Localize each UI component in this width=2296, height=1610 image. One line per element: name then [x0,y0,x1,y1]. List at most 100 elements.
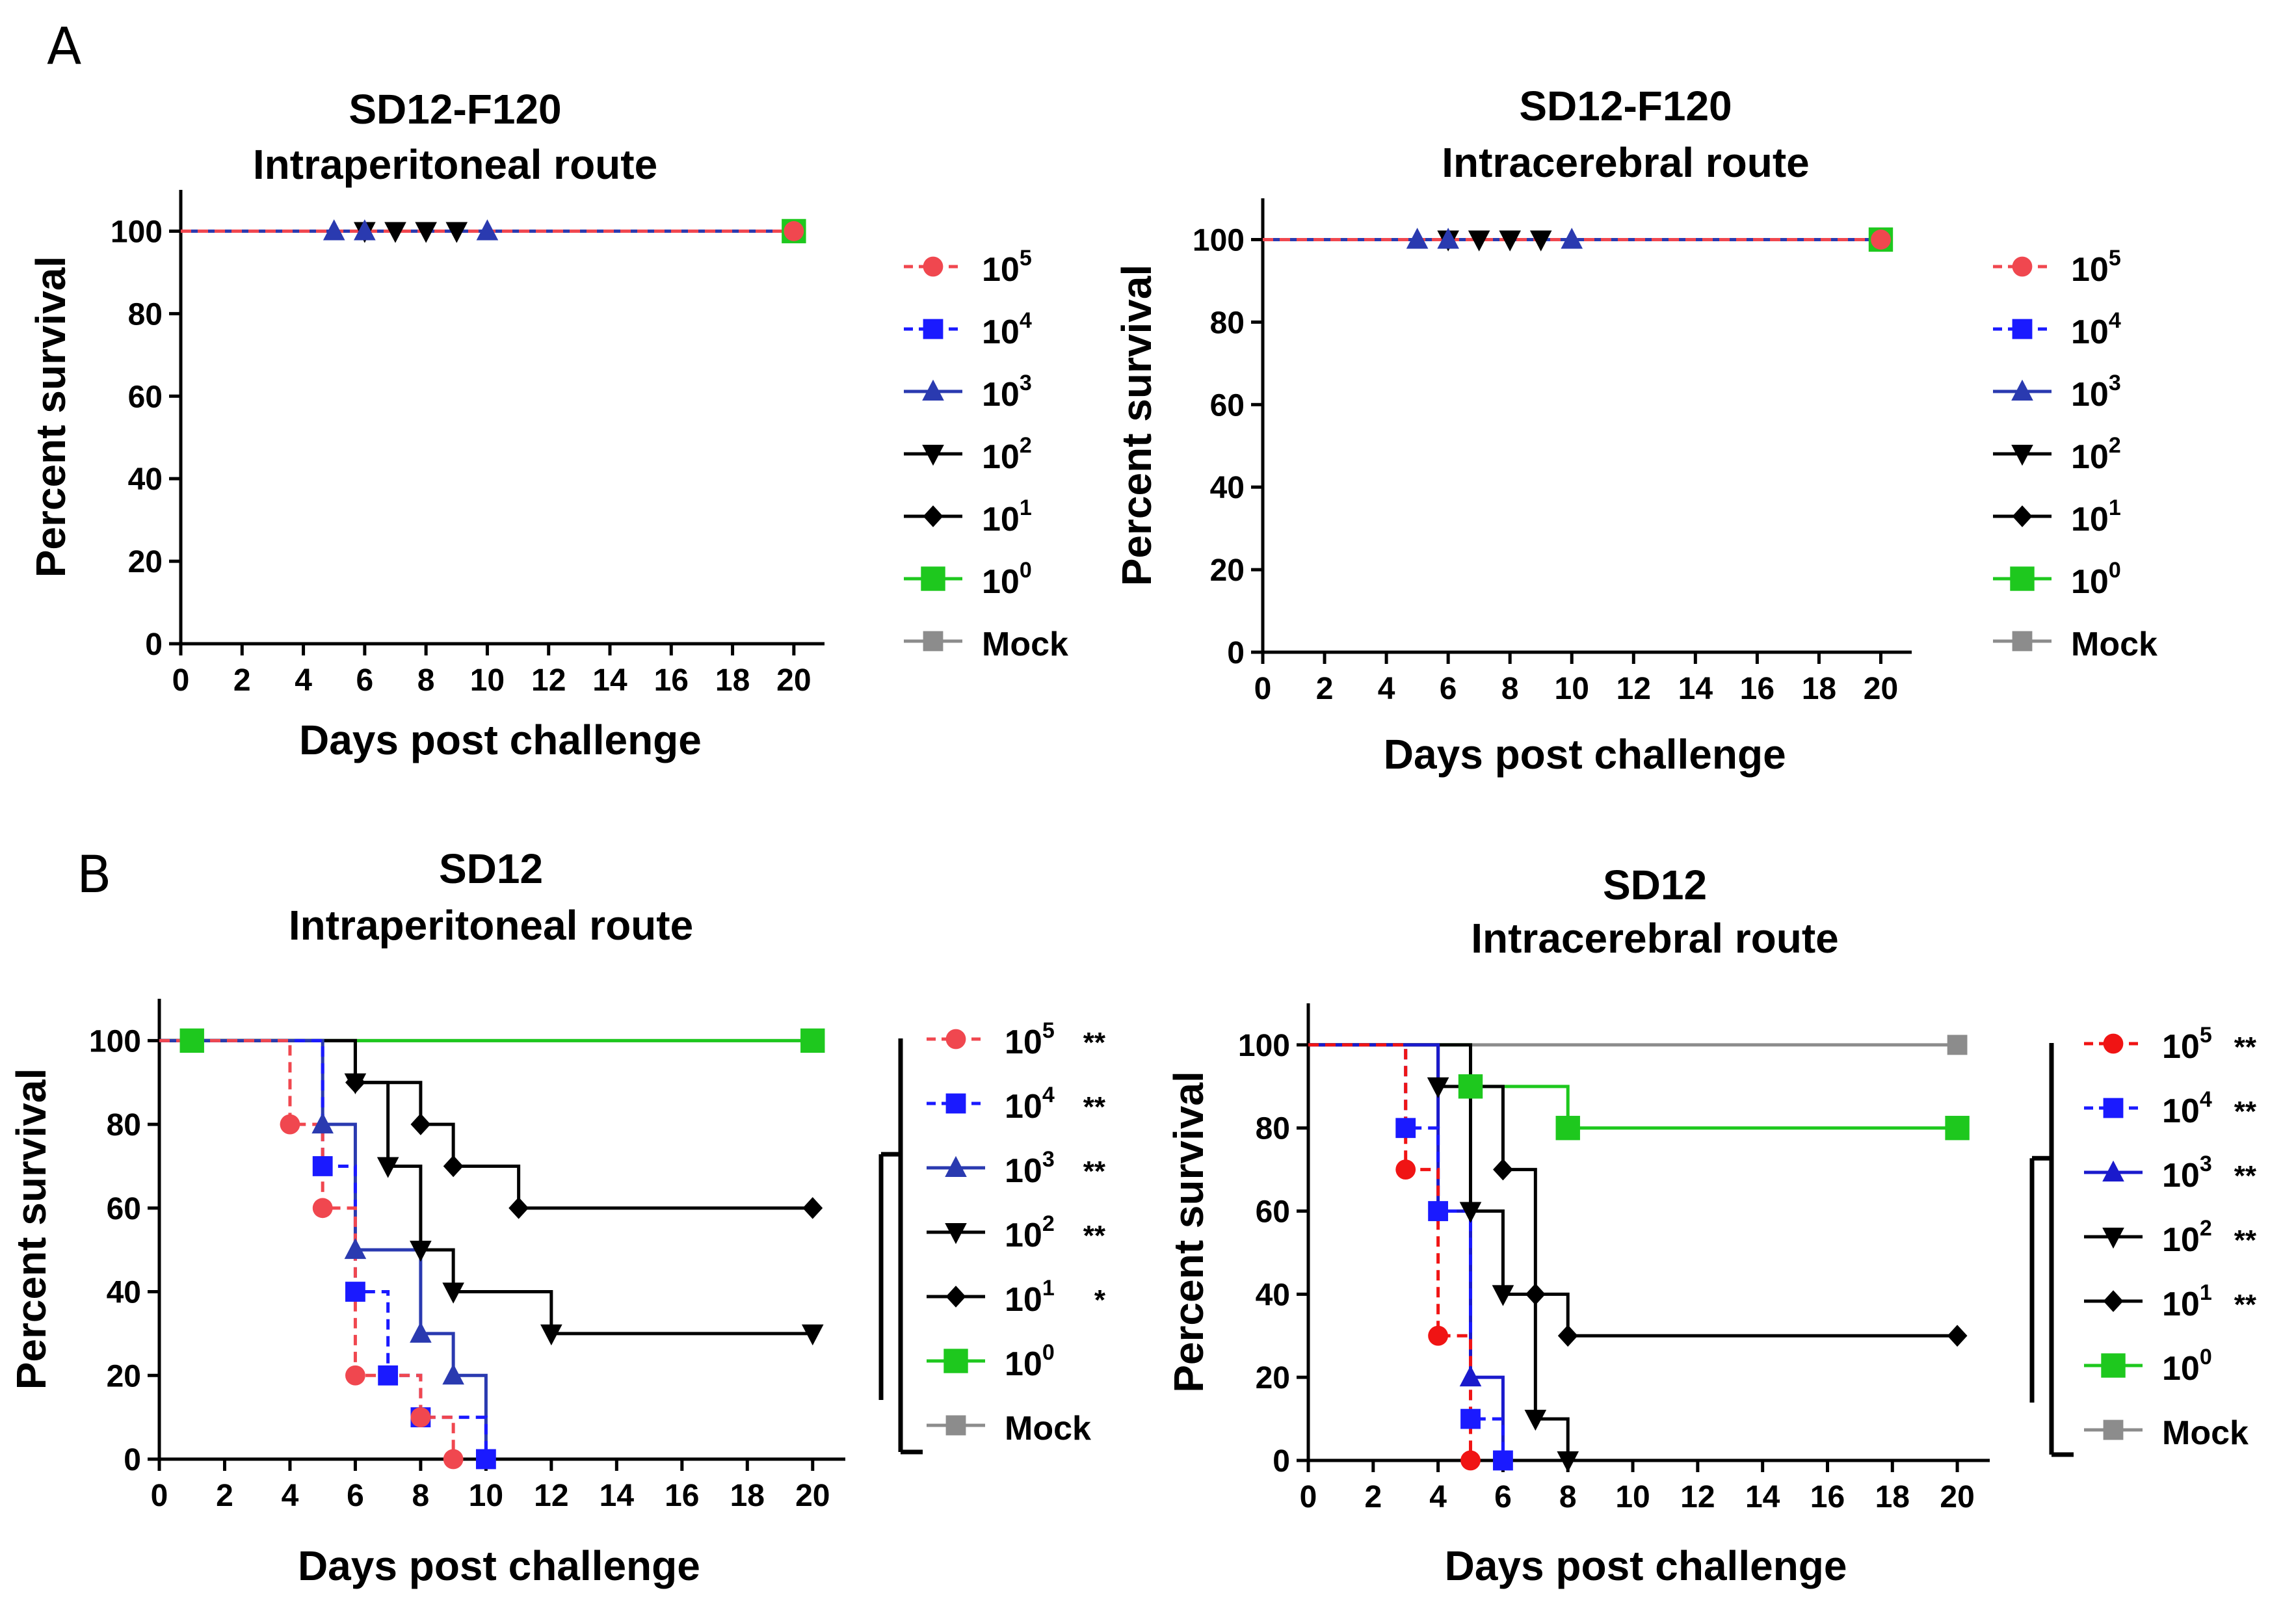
legend-label: 103 [1005,1147,1055,1190]
legend-label: 104 [982,308,1032,351]
x-tick-label: 18 [730,1479,765,1513]
legend-marker [923,256,943,277]
y-tick-label: 80 [1256,1112,1290,1146]
x-tick-label: 8 [1559,1480,1577,1514]
legend-marker [945,1093,966,1114]
y-axis-label: Percent survival [1113,265,1160,587]
data-point-10-5 [784,221,804,241]
data-point-10-2 [1427,1077,1449,1099]
data-point-10-0 [179,1028,204,1053]
x-tick-label: 2 [216,1479,233,1513]
significance-label: ** [1083,1220,1106,1252]
significance-label: ** [1083,1091,1106,1123]
data-point-10-2 [384,222,406,243]
data-point-10-4 [1395,1118,1416,1139]
data-point-10-5 [1395,1159,1416,1180]
data-point-10-4 [378,1365,399,1386]
legend-label: 105 [982,246,1032,289]
legend-marker [2103,1419,2124,1440]
significance-label: ** [1083,1027,1106,1059]
legend-label: 101 [2162,1280,2212,1323]
legend-label: 100 [2162,1345,2212,1388]
legend-marker [2101,1353,2126,1378]
legend-marker [945,1415,966,1436]
x-tick-label: 20 [776,663,811,698]
data-point-10-3 [410,1321,432,1343]
legend-label: 100 [2071,558,2121,601]
series-line-10-5 [159,1038,455,1459]
x-tick-label: 6 [1440,672,1457,706]
data-point-10-3 [344,1237,367,1260]
data-point-10-4 [475,1449,496,1470]
data-point-10-1 [410,1113,431,1135]
legend-label: 102 [1005,1211,1055,1254]
x-tick-label: 4 [1429,1480,1447,1514]
data-point-10-0 [1555,1116,1580,1141]
chart-title: SD12 [439,845,543,892]
data-point-10-2 [344,1073,367,1094]
x-tick-label: 4 [282,1479,299,1513]
data-point-10-1 [1493,1158,1513,1181]
legend-label: 101 [1005,1276,1055,1319]
legend-label: 104 [1005,1083,1055,1126]
y-tick-label: 60 [1256,1195,1290,1230]
data-point-10-5 [410,1407,431,1428]
y-tick-label: 40 [107,1276,141,1310]
legend-label: 103 [982,371,1032,414]
data-point-10-4 [1460,1408,1481,1429]
significance-label: ** [1083,1155,1106,1187]
legend-label: Mock [1005,1410,1091,1447]
legend-label: 103 [2071,371,2121,414]
legend-marker [922,445,944,466]
data-point-10-5 [345,1365,365,1386]
y-axis-label: Percent survival [8,1068,55,1390]
x-tick-label: 20 [795,1479,830,1513]
y-tick-label: 80 [128,297,163,332]
panel-letter-a: A [47,18,81,76]
data-point-10-2 [1459,1202,1482,1223]
legend-marker [2011,379,2033,401]
x-tick-label: 0 [172,663,190,698]
x-tick-label: 10 [1615,1480,1650,1514]
x-tick-label: 18 [715,663,750,698]
legend-marker [923,631,943,652]
data-point-10-4 [1428,1201,1449,1221]
legend-marker [2012,631,2033,652]
data-point-10-3 [1437,228,1459,249]
y-tick-label: 0 [124,1443,141,1477]
x-tick-label: 16 [665,1479,699,1513]
chart-subtitle: Intraperitoneal route [289,902,693,949]
y-tick-label: 100 [111,215,163,249]
data-point-10-1 [802,1197,823,1219]
y-tick-label: 40 [128,462,163,497]
data-point-10-3 [442,1364,464,1385]
legend-marker [2103,1290,2124,1312]
data-point-10-4 [312,1156,333,1176]
x-tick-label: 14 [592,663,627,698]
legend-label: Mock [982,626,1068,663]
y-tick-label: 20 [1256,1361,1290,1395]
significance-label: ** [2234,1160,2257,1192]
data-point-10-5 [1428,1325,1449,1346]
legend-marker [2012,505,2033,527]
comparison-bracket [2049,1043,2074,1457]
data-point-10-5 [1460,1450,1481,1471]
data-point-10-2 [1557,1451,1579,1473]
data-point-10-2 [1524,1410,1547,1431]
legend-label: 105 [2071,246,2121,289]
data-point-10-0 [1945,1116,1970,1141]
data-point-10-2 [415,222,437,243]
legend-marker [2102,1160,2124,1181]
x-tick-label: 12 [534,1479,568,1513]
x-tick-label: 2 [233,663,251,698]
legend-marker [2010,566,2035,591]
legend-label: 101 [982,495,1032,538]
y-tick-label: 100 [89,1024,141,1059]
y-axis-label: Percent survival [27,256,74,578]
x-axis-label: Days post challenge [298,1542,700,1589]
y-tick-label: 40 [1210,471,1245,505]
x-tick-label: 6 [1494,1480,1512,1514]
legend-label: 104 [2162,1087,2212,1130]
data-point-10-1 [1947,1325,1968,1347]
